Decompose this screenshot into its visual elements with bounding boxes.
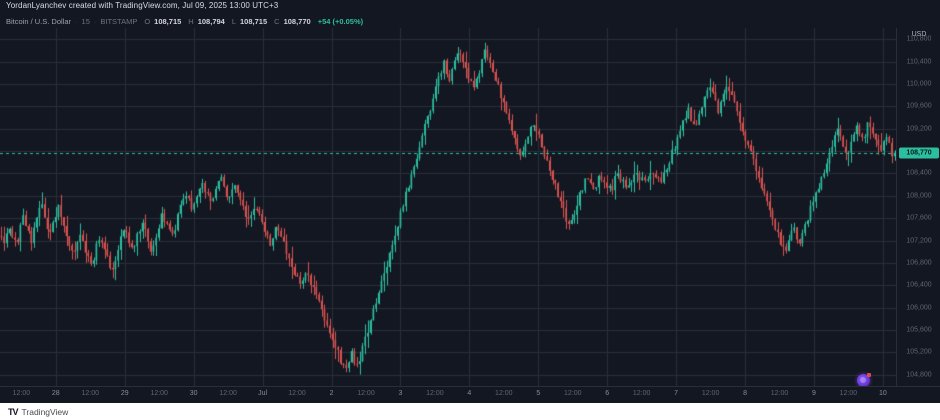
time-axis-tick: 9 xyxy=(812,390,816,397)
symbol-label[interactable]: Bitcoin / U.S. Dollar xyxy=(6,17,72,26)
time-axis-tick: 12:00 xyxy=(770,390,789,397)
time-axis-tick: 7 xyxy=(674,390,679,397)
time-axis-tick: 29 xyxy=(120,390,129,397)
time-axis-tick: 5 xyxy=(536,390,541,397)
legend-separator-1: · xyxy=(75,17,78,26)
time-axis[interactable]: 12:00 28 12:00 29 12:00 30 12:00 Jul 12:00 2 12:00… xyxy=(0,386,940,404)
close-value: 108,770 xyxy=(283,17,311,26)
time-axis-tick: 28 xyxy=(51,390,60,397)
attribution-text: YordanLyanchev created with TradingView.… xyxy=(6,1,279,10)
tradingview-logo-icon: TV xyxy=(8,407,18,417)
close-key: C xyxy=(274,17,280,26)
price-axis-tick: 105,600 xyxy=(906,326,932,334)
high-value: 108,794 xyxy=(197,17,225,26)
time-axis-tick: 12:00 xyxy=(357,390,375,397)
price-axis-tick: 106,000 xyxy=(906,304,932,312)
price-axis-tick: 110,800 xyxy=(906,35,932,43)
economic-event-marker-icon[interactable] xyxy=(857,373,871,387)
timeframe-label[interactable]: 15 xyxy=(81,17,90,26)
time-axis-tick: 10 xyxy=(878,390,887,397)
current-price-badge: 108,770 xyxy=(899,147,939,159)
price-axis-tick: 109,200 xyxy=(906,125,932,133)
tradingview-brand-name: TradingView xyxy=(21,407,69,417)
tradingview-brand[interactable]: TV TradingView xyxy=(8,407,68,417)
price-axis-tick: 109,600 xyxy=(906,102,932,110)
time-axis-tick: 12:00 xyxy=(288,390,306,397)
price-axis-tick: 106,400 xyxy=(906,281,932,289)
legend-separator-2: · xyxy=(93,17,97,26)
time-axis-tick: 8 xyxy=(743,390,747,397)
low-key: L xyxy=(231,17,237,26)
time-axis-tick: 12:00 xyxy=(701,390,720,397)
price-axis-tick: 110,400 xyxy=(906,58,932,66)
time-axis-tick: 12:00 xyxy=(426,390,444,397)
low-value: 108,715 xyxy=(240,17,268,26)
price-axis-tick: 107,600 xyxy=(906,214,932,222)
price-axis-unit: USD xyxy=(911,31,927,38)
time-axis-tick: 12:00 xyxy=(632,390,651,397)
price-axis-tick: 110,000 xyxy=(906,80,932,88)
price-axis-tick: 108,000 xyxy=(906,192,932,200)
time-axis-tick: 12:00 xyxy=(219,390,237,397)
chart-legend[interactable]: Bitcoin / U.S. Dollar · 15 · BITSTAMP O … xyxy=(6,16,363,27)
change-value: +54 (+0.05%) xyxy=(317,17,364,26)
candlestick-plot[interactable] xyxy=(0,28,896,386)
time-axis-tick: 12:00 xyxy=(495,390,513,397)
time-axis-tick: 30 xyxy=(189,390,198,397)
time-axis-tick: 12:00 xyxy=(563,390,582,397)
exchange-label[interactable]: BITSTAMP xyxy=(100,17,138,26)
time-axis-tick: 12:00 xyxy=(12,390,31,397)
time-axis-tick: 2 xyxy=(329,390,334,397)
price-axis-tick: 106,800 xyxy=(906,259,932,267)
price-axis-tick: 107,200 xyxy=(906,237,932,245)
attribution-bar: YordanLyanchev created with TradingView.… xyxy=(0,0,940,14)
time-axis-tick: 3 xyxy=(398,390,403,397)
time-axis-tick: 12:00 xyxy=(150,390,168,397)
branding-bar: TV TradingView xyxy=(0,403,940,420)
time-axis-tick: 4 xyxy=(467,390,472,397)
open-key: O xyxy=(144,17,151,26)
time-axis-tick: 6 xyxy=(605,390,610,397)
open-value: 108,715 xyxy=(154,17,182,26)
price-axis-tick: 104,800 xyxy=(906,371,932,379)
price-axis-tick: 108,400 xyxy=(906,169,932,177)
time-axis-tick: 12:00 xyxy=(81,390,100,397)
high-key: H xyxy=(188,17,194,26)
time-axis-tick: Jul xyxy=(258,390,268,397)
time-axis-tick: 12:00 xyxy=(839,390,858,397)
price-axis[interactable]: USD 110,800 110,400 110,000 109,600 109,200 1… xyxy=(896,28,940,386)
price-axis-tick: 105,200 xyxy=(906,348,932,356)
